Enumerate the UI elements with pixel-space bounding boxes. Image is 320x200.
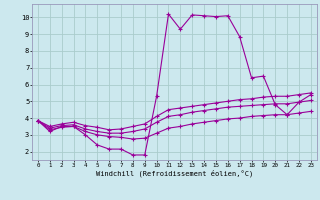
X-axis label: Windchill (Refroidissement éolien,°C): Windchill (Refroidissement éolien,°C) [96,170,253,177]
